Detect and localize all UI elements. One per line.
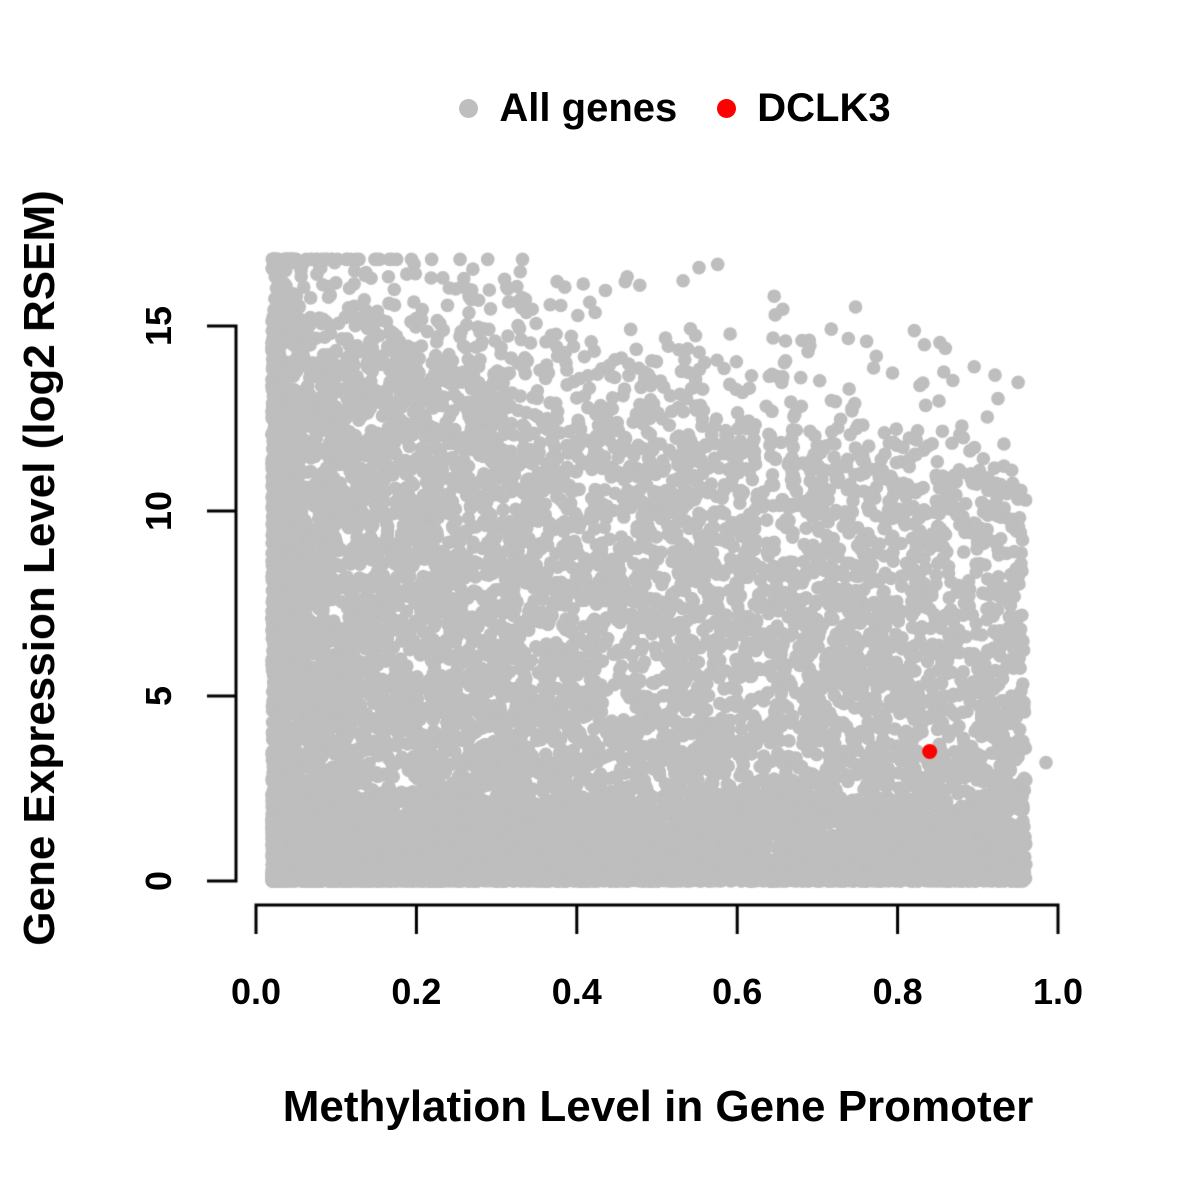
legend-label-dclk3: DCLK3 bbox=[757, 86, 891, 130]
x-tick-label-1: 0.2 bbox=[391, 971, 442, 1012]
dclk3-marker-icon bbox=[717, 98, 737, 118]
y-tick-label-3: 15 bbox=[138, 305, 179, 347]
y-tick-label-1: 5 bbox=[138, 685, 179, 707]
x-tick-label-5: 1.0 bbox=[1032, 971, 1084, 1012]
legend-item-dclk3: DCLK3 bbox=[717, 86, 891, 130]
all-genes-marker-icon bbox=[459, 98, 479, 118]
y-tick-label-0: 0 bbox=[138, 870, 179, 892]
x-axis-title: Methylation Level in Gene Promoter bbox=[282, 1082, 1034, 1131]
y-axis-title: Gene Expression Level (log2 RSEM) bbox=[15, 190, 64, 946]
legend-label-all-genes: All genes bbox=[499, 86, 678, 130]
x-tick-label-2: 0.4 bbox=[551, 971, 602, 1012]
legend-item-all-genes: All genes bbox=[459, 88, 677, 128]
x-tick-label-4: 0.8 bbox=[872, 971, 923, 1012]
legend: All genes DCLK3 bbox=[150, 88, 1200, 128]
y-tick-label-2: 10 bbox=[138, 490, 179, 532]
x-tick-label-3: 0.6 bbox=[712, 971, 763, 1012]
x-tick-label-0: 0.0 bbox=[230, 971, 282, 1012]
